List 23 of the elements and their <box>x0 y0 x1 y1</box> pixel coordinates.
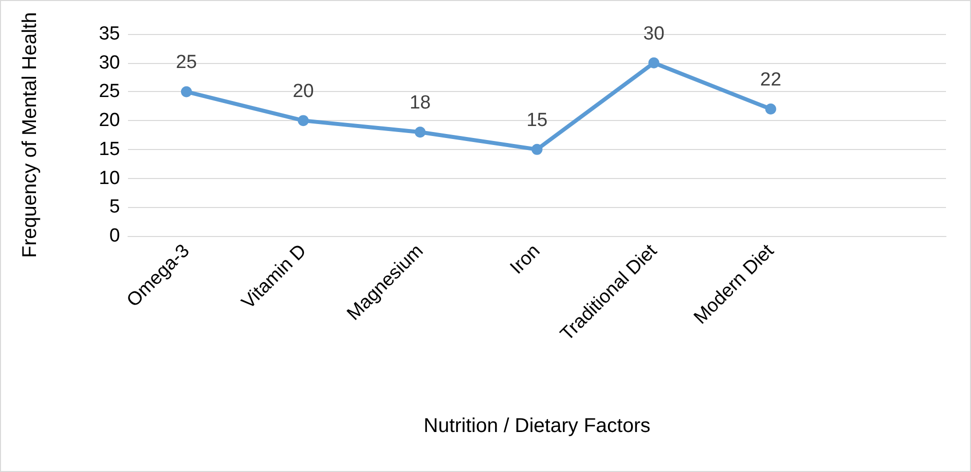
data-label: 22 <box>760 70 782 91</box>
data-label: 15 <box>526 110 548 131</box>
y-tick-label: 35 <box>98 24 120 44</box>
y-tick-label: 5 <box>109 196 120 218</box>
point <box>298 115 309 126</box>
data-label: 30 <box>643 23 664 44</box>
y-axis-title: Frequency of Mental Health <box>19 12 41 258</box>
y-tick-label: 10 <box>98 168 120 189</box>
y-tick-label: 20 <box>98 110 120 132</box>
point <box>414 126 426 138</box>
point <box>765 104 776 115</box>
data-label: 20 <box>292 81 314 102</box>
y-tick-label: 0 <box>109 226 120 246</box>
y-tick-label: 30 <box>98 52 120 74</box>
y-tick-label: 15 <box>98 138 120 160</box>
x-tick-label: Iron <box>506 240 544 279</box>
point <box>532 144 542 155</box>
point <box>648 57 660 68</box>
data-label: 25 <box>176 52 197 74</box>
x-axis-title: Nutrition / Dietary Factors <box>424 415 650 437</box>
point <box>180 86 192 98</box>
data-label: 18 <box>410 92 431 114</box>
y-tick-label: 25 <box>98 81 120 102</box>
